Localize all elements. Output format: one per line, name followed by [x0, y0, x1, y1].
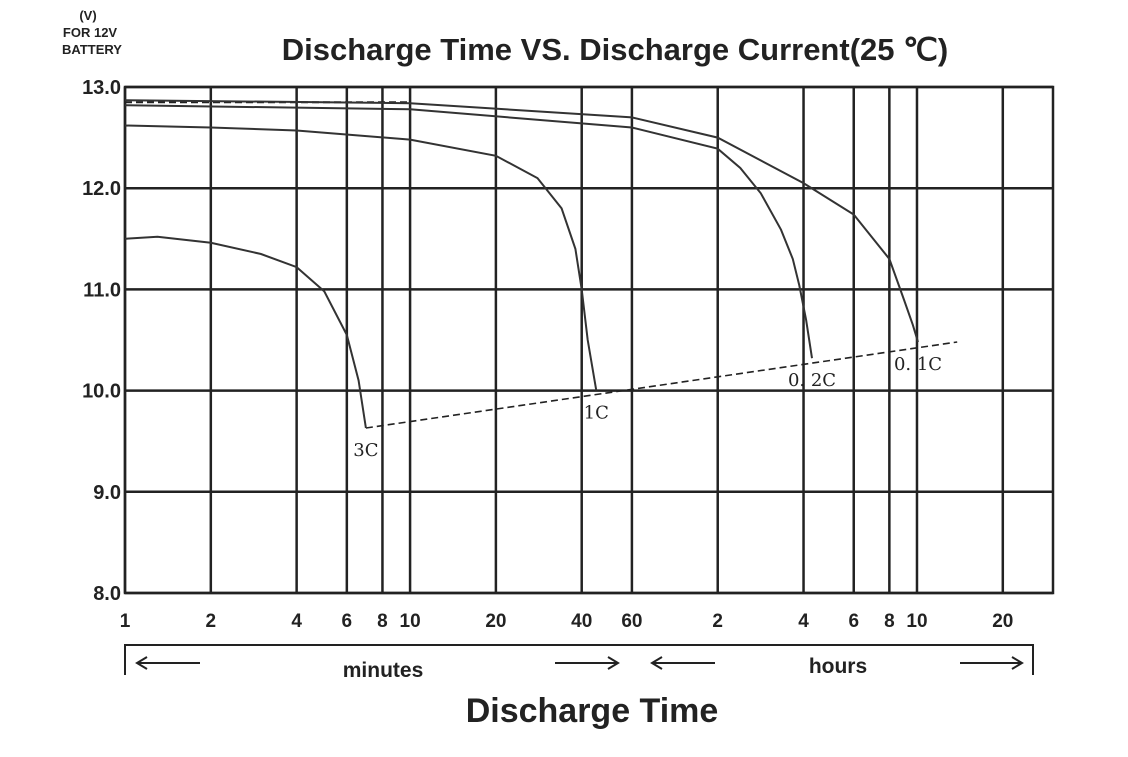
y-tick-label: 8.0 [93, 583, 121, 605]
y-tick-label: 12.0 [82, 178, 121, 200]
y-tick-label: 10.0 [82, 381, 121, 403]
x-tick-label: 40 [571, 611, 592, 632]
y-unit: (V) [79, 8, 96, 23]
series-label: 0. 1C [894, 354, 942, 375]
x-axis-label: Discharge Time [466, 692, 719, 730]
y-tick-label: 11.0 [83, 279, 121, 301]
y-tick-label: 13.0 [82, 77, 121, 99]
y-unit: FOR 12V [63, 25, 118, 40]
line [365, 341, 958, 429]
x-tick-label: 10 [906, 611, 927, 632]
x-tick-label: 8 [377, 611, 388, 632]
x-tick-label: 20 [992, 611, 1013, 632]
series-label: 0. 2C [788, 370, 836, 391]
x-tick-label: 2 [206, 611, 217, 632]
unit-bracket [124, 644, 1034, 675]
line [124, 235, 367, 429]
x-tick-label: 2 [712, 611, 723, 632]
x-tick-label: 8 [884, 611, 895, 632]
y-tick-label: 9.0 [93, 482, 121, 504]
x-unit: minutes [343, 659, 424, 682]
x-tick-label: 6 [848, 611, 859, 632]
x-unit: hours [809, 655, 867, 678]
line [124, 99, 919, 343]
x-tick-label: 60 [621, 611, 642, 632]
x-tick-label: 6 [342, 611, 353, 632]
x-tick-label: 4 [798, 611, 809, 632]
series-label: 3C [353, 440, 378, 461]
chart-title: Discharge Time VS. Discharge Current(25 … [282, 32, 949, 67]
line [124, 124, 598, 391]
y-unit: BATTERY [62, 42, 122, 57]
plot-frame [123, 85, 1055, 595]
series-label: 1C [584, 403, 609, 424]
x-tick-label: 20 [485, 611, 506, 632]
x-tick-label: 1 [120, 611, 131, 632]
line [124, 104, 813, 359]
x-tick-label: 10 [400, 611, 421, 632]
x-tick-label: 4 [291, 611, 302, 632]
